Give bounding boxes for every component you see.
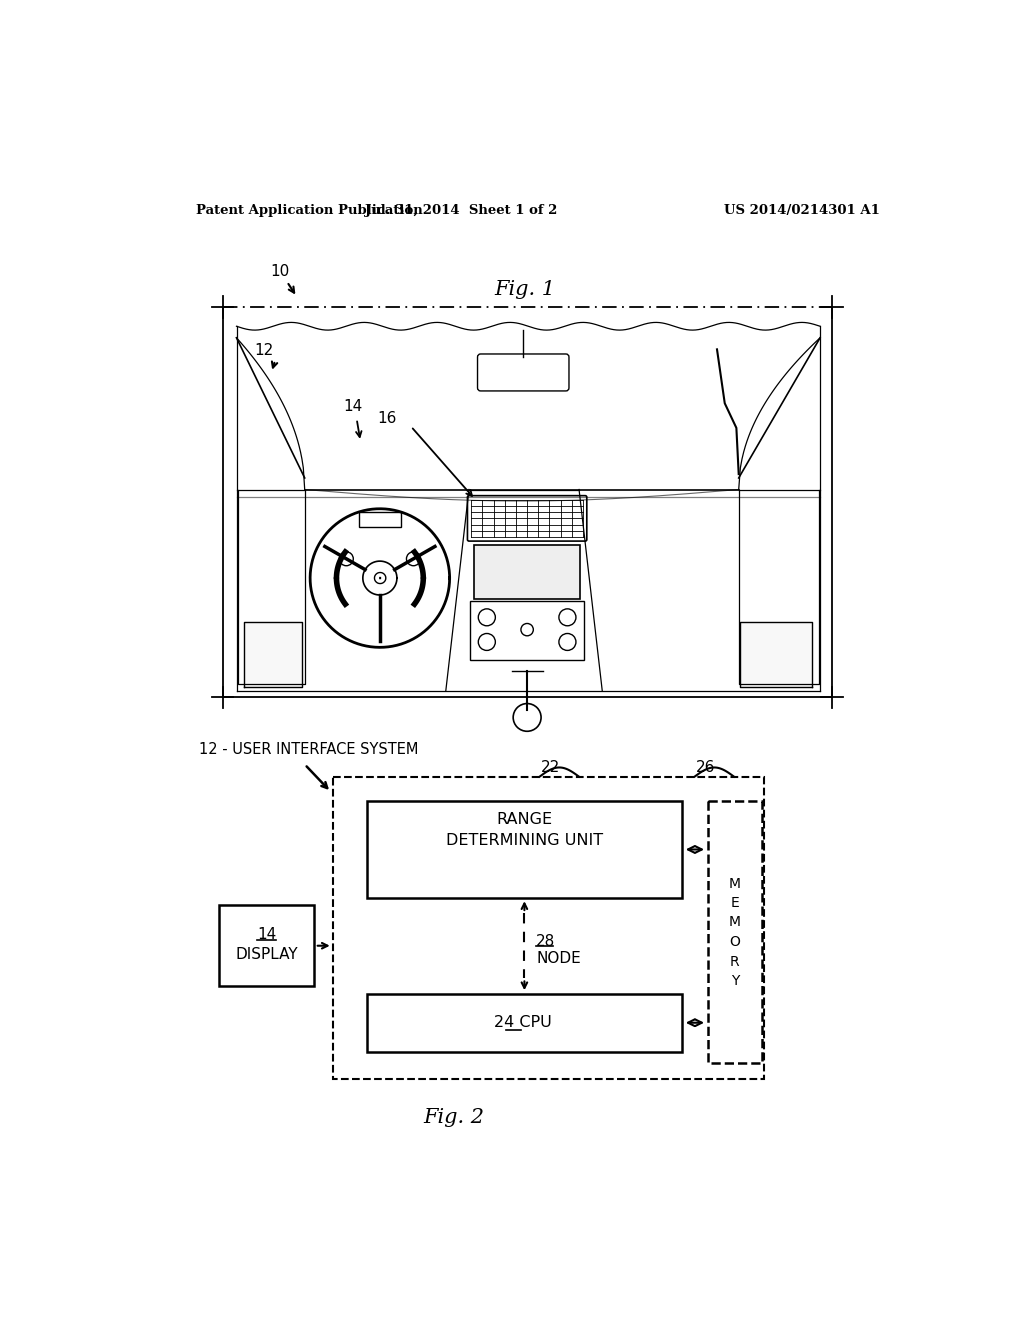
Text: RANGE
DETERMINING UNIT: RANGE DETERMINING UNIT	[445, 812, 603, 847]
Bar	[367, 994, 682, 1052]
Text: NODE: NODE	[536, 950, 581, 965]
Text: US 2014/0214301 A1: US 2014/0214301 A1	[724, 205, 881, 218]
FancyBboxPatch shape	[474, 545, 580, 599]
Circle shape	[521, 623, 534, 636]
Text: Patent Application Publication: Patent Application Publication	[197, 205, 423, 218]
FancyBboxPatch shape	[359, 512, 400, 527]
Polygon shape	[740, 622, 812, 688]
Text: 22: 22	[541, 760, 560, 775]
Text: 26: 26	[696, 760, 716, 775]
Bar	[219, 906, 314, 986]
Text: 12 - USER INTERFACE SYSTEM: 12 - USER INTERFACE SYSTEM	[200, 742, 419, 758]
FancyBboxPatch shape	[477, 354, 569, 391]
Bar	[334, 776, 764, 1078]
Circle shape	[559, 609, 575, 626]
FancyBboxPatch shape	[467, 496, 587, 541]
Text: M
E
M
O
R
Y: M E M O R Y	[729, 876, 740, 987]
Polygon shape	[245, 622, 302, 688]
Text: 16: 16	[378, 411, 397, 426]
Text: Fig. 1: Fig. 1	[495, 280, 555, 298]
Circle shape	[339, 552, 353, 566]
Circle shape	[513, 704, 541, 731]
FancyBboxPatch shape	[470, 601, 585, 660]
Text: 28: 28	[536, 935, 555, 949]
Text: Fig. 2: Fig. 2	[423, 1107, 484, 1126]
Text: 14: 14	[343, 399, 362, 414]
Text: 10: 10	[270, 264, 290, 279]
Text: DISPLAY: DISPLAY	[236, 948, 298, 962]
Circle shape	[407, 552, 421, 566]
Text: 24 CPU: 24 CPU	[494, 1015, 552, 1030]
Circle shape	[559, 634, 575, 651]
Text: 12: 12	[254, 343, 273, 359]
Text: ⊙: ⊙	[372, 569, 388, 587]
Text: 14: 14	[257, 928, 276, 942]
Bar	[708, 801, 762, 1063]
Circle shape	[478, 609, 496, 626]
Circle shape	[478, 634, 496, 651]
Bar	[367, 801, 682, 898]
Text: Jul. 31, 2014  Sheet 1 of 2: Jul. 31, 2014 Sheet 1 of 2	[366, 205, 557, 218]
